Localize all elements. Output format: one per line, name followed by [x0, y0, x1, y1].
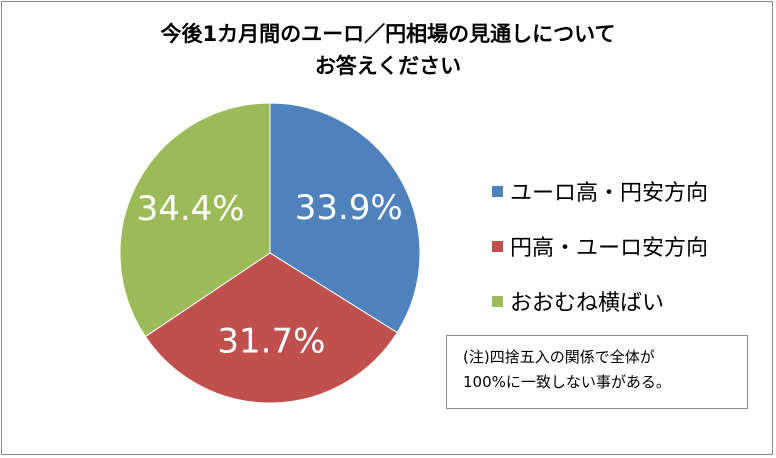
legend-item-flat: おおむね横ばい: [492, 286, 664, 316]
pie-label-flat: 34.4%: [137, 189, 245, 229]
pie-label-yen-up: 31.7%: [217, 322, 325, 362]
chart-title: 今後1カ月間のユーロ／円相場の見通しについて お答えください: [0, 18, 776, 82]
chart-title-line2: お答えください: [314, 54, 462, 78]
legend-swatch-yen-up: [492, 240, 503, 252]
footnote-line2: 100%に一致しない事がある。: [463, 373, 671, 391]
legend-label-yen-up: 円高・ユーロ安方向: [510, 236, 709, 261]
legend-label-flat: おおむね横ばい: [510, 291, 665, 316]
legend-swatch-flat: [492, 295, 503, 307]
legend-item-euro-up: ユーロ高・円安方向: [492, 176, 708, 206]
pie-slice-yen-up: [144, 252, 398, 404]
legend-label-euro-up: ユーロ高・円安方向: [510, 181, 709, 206]
footnote-box: (注)四捨五入の関係で全体が 100%に一致しない事がある。: [446, 335, 748, 409]
legend-swatch-euro-up: [492, 185, 503, 197]
footnote-line1: (注)四捨五入の関係で全体が: [463, 348, 655, 366]
pie-slice-flat: [119, 102, 271, 338]
pie-slice-euro-up: [269, 102, 421, 334]
legend-item-yen-up: 円高・ユーロ安方向: [492, 231, 708, 261]
pie-label-euro-up: 33.9%: [295, 188, 403, 228]
chart-title-line1: 今後1カ月間のユーロ／円相場の見通しについて: [160, 22, 616, 46]
